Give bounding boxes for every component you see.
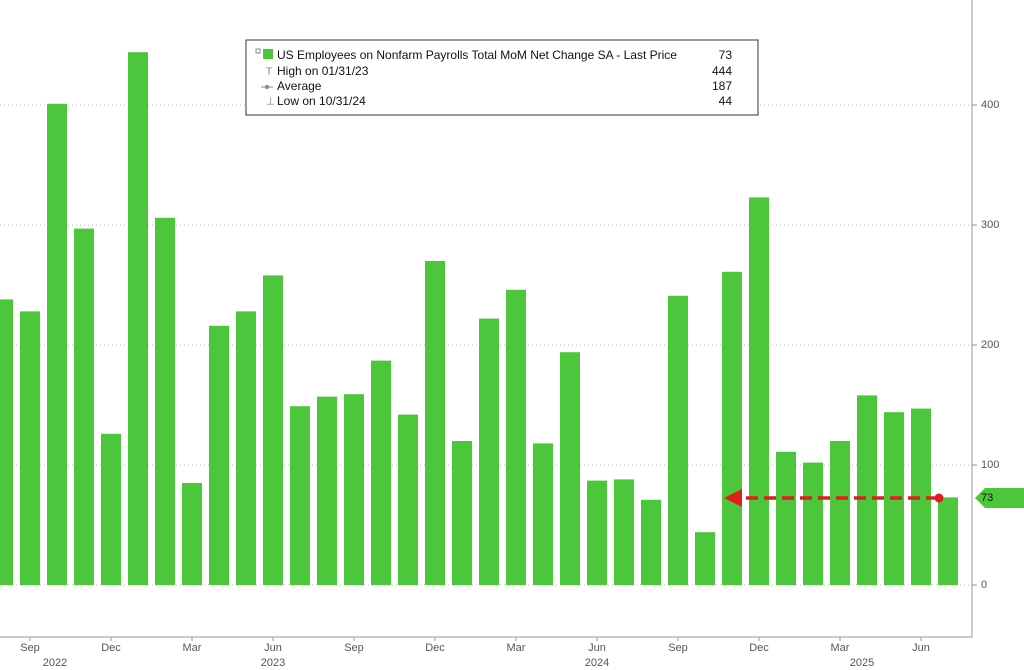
y-tick-label: 200	[981, 339, 999, 351]
bar	[344, 394, 364, 585]
year-label: 2023	[261, 657, 285, 669]
bar	[857, 395, 877, 585]
bar	[938, 497, 958, 585]
bar	[641, 499, 661, 585]
bar	[830, 441, 850, 585]
year-label: 2022	[43, 657, 67, 669]
bar	[0, 299, 13, 585]
bar	[74, 228, 94, 585]
bar	[776, 451, 796, 585]
year-label: 2025	[850, 657, 874, 669]
x-tick-label: Dec	[101, 642, 121, 654]
bar	[398, 414, 418, 585]
x-tick-label: Mar	[183, 642, 202, 654]
y-tick-label: 400	[981, 99, 999, 111]
x-tick-label: Sep	[344, 642, 364, 654]
bar	[749, 197, 769, 585]
y-tick-label: 300	[981, 219, 999, 231]
bar	[614, 479, 634, 585]
bar	[182, 483, 202, 585]
x-tick-label: Mar	[831, 642, 850, 654]
bar	[317, 396, 337, 585]
bar	[803, 462, 823, 585]
x-tick-label: Dec	[749, 642, 769, 654]
legend: US Employees on Nonfarm Payrolls Total M…	[245, 39, 759, 116]
svg-text:⊥: ⊥	[266, 97, 275, 108]
y-tick-label: 0	[981, 579, 987, 591]
bar	[506, 289, 526, 585]
bar	[101, 433, 121, 585]
bar	[722, 271, 742, 585]
bar	[560, 352, 580, 585]
bar	[47, 103, 67, 586]
x-tick-label: Sep	[20, 642, 40, 654]
x-tick-label: Mar	[507, 642, 526, 654]
legend-row-label: Low on 10/31/24	[277, 94, 366, 108]
legend-row-label: High on 01/31/23	[277, 64, 369, 78]
x-tick-label: Sep	[668, 642, 688, 654]
x-tick-label: Dec	[425, 642, 445, 654]
y-tick-label: 100	[981, 459, 999, 471]
svg-text:T: T	[266, 67, 272, 78]
legend-title: US Employees on Nonfarm Payrolls Total M…	[277, 48, 677, 62]
x-tick-label: Jun	[588, 642, 606, 654]
red-arrow	[724, 489, 944, 507]
bar	[452, 441, 472, 585]
legend-value: 73	[719, 48, 733, 62]
bar	[236, 311, 256, 585]
bar	[290, 406, 310, 585]
bar	[587, 480, 607, 585]
last-price-tag: 73	[975, 488, 1024, 508]
bar	[695, 532, 715, 585]
legend-row-value: 44	[719, 94, 733, 108]
x-tick-label: Jun	[264, 642, 282, 654]
year-label: 2024	[585, 657, 609, 669]
bar	[911, 408, 931, 585]
bar	[20, 311, 40, 585]
bar	[668, 295, 688, 585]
legend-row-label: Average	[277, 79, 322, 93]
bar	[479, 318, 499, 585]
bar	[263, 275, 283, 585]
bar	[209, 325, 229, 585]
last-price-label: 73	[981, 492, 993, 504]
bar	[128, 52, 148, 585]
bar	[533, 443, 553, 585]
bar	[425, 261, 445, 585]
x-tick-label: Jun	[912, 642, 930, 654]
bar	[155, 217, 175, 586]
legend-row-value: 444	[712, 64, 732, 78]
bar	[371, 360, 391, 585]
legend-row-value: 187	[712, 79, 732, 93]
